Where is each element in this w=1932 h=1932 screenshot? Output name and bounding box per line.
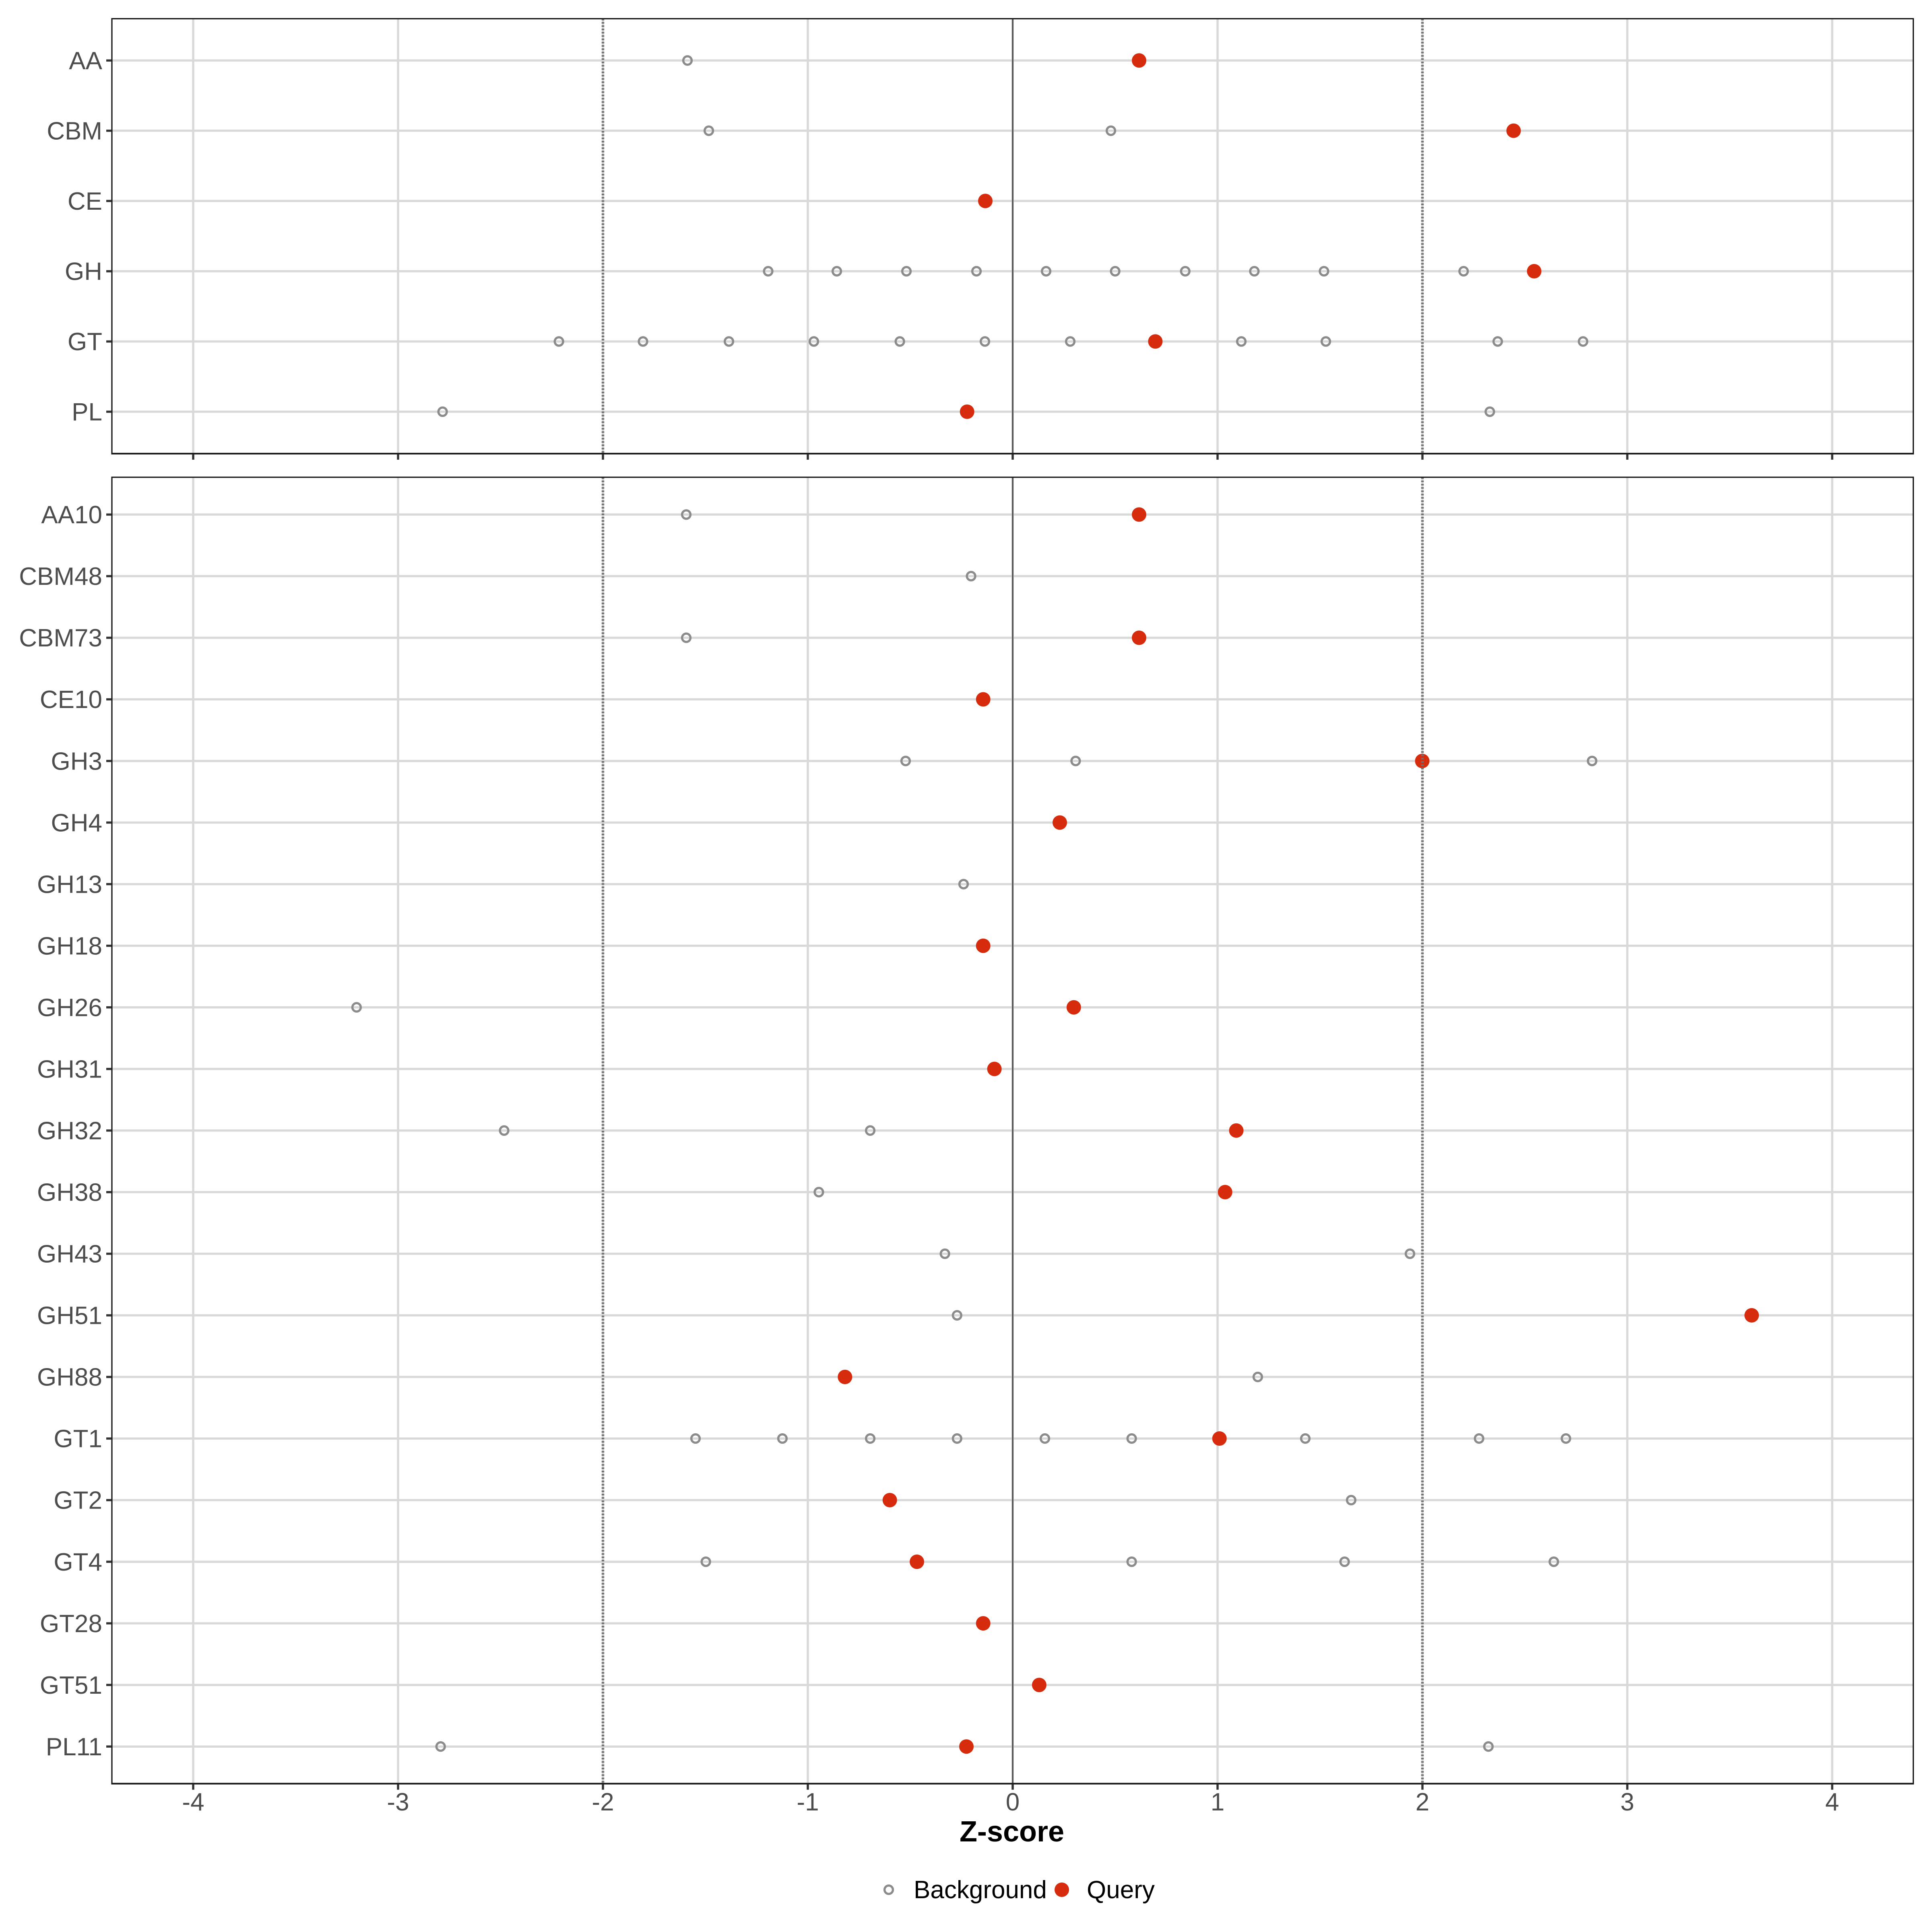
svg-text:GT1: GT1	[54, 1425, 102, 1453]
svg-text:-1: -1	[797, 1788, 819, 1816]
svg-text:GH88: GH88	[37, 1364, 102, 1391]
svg-text:3: 3	[1620, 1788, 1634, 1816]
svg-text:CBM48: CBM48	[19, 563, 102, 590]
svg-text:-4: -4	[182, 1788, 204, 1816]
svg-text:GT28: GT28	[40, 1610, 102, 1638]
svg-text:CE10: CE10	[40, 686, 102, 714]
svg-text:GH3: GH3	[51, 747, 102, 775]
svg-text:Query: Query	[1087, 1876, 1155, 1904]
svg-text:-3: -3	[387, 1788, 409, 1816]
svg-text:AA10: AA10	[41, 501, 102, 529]
svg-text:GH4: GH4	[51, 809, 102, 837]
svg-text:2: 2	[1416, 1788, 1429, 1816]
svg-text:GH51: GH51	[37, 1302, 102, 1330]
svg-text:CE: CE	[68, 188, 102, 215]
svg-text:GH13: GH13	[37, 871, 102, 898]
svg-text:GH31: GH31	[37, 1056, 102, 1084]
svg-text:GH: GH	[65, 258, 102, 286]
svg-text:CBM: CBM	[47, 118, 102, 145]
svg-text:1: 1	[1211, 1788, 1224, 1816]
svg-text:PL11: PL11	[46, 1733, 102, 1761]
svg-text:GH43: GH43	[37, 1241, 102, 1268]
svg-text:GT: GT	[68, 328, 102, 356]
svg-text:GT2: GT2	[54, 1487, 102, 1515]
svg-text:-2: -2	[592, 1788, 614, 1816]
svg-text:AA: AA	[69, 47, 102, 75]
svg-text:Background: Background	[914, 1876, 1047, 1904]
svg-text:GH32: GH32	[37, 1117, 102, 1145]
svg-text:GH18: GH18	[37, 932, 102, 960]
svg-text:0: 0	[1006, 1788, 1020, 1816]
svg-text:GH38: GH38	[37, 1179, 102, 1207]
svg-text:GT4: GT4	[54, 1548, 102, 1576]
svg-text:CBM73: CBM73	[19, 624, 102, 652]
svg-text:PL: PL	[72, 398, 102, 426]
svg-text:Z-score: Z-score	[960, 1816, 1064, 1848]
svg-text:GT51: GT51	[40, 1672, 102, 1699]
svg-text:GH26: GH26	[37, 994, 102, 1022]
svg-text:4: 4	[1825, 1788, 1839, 1816]
